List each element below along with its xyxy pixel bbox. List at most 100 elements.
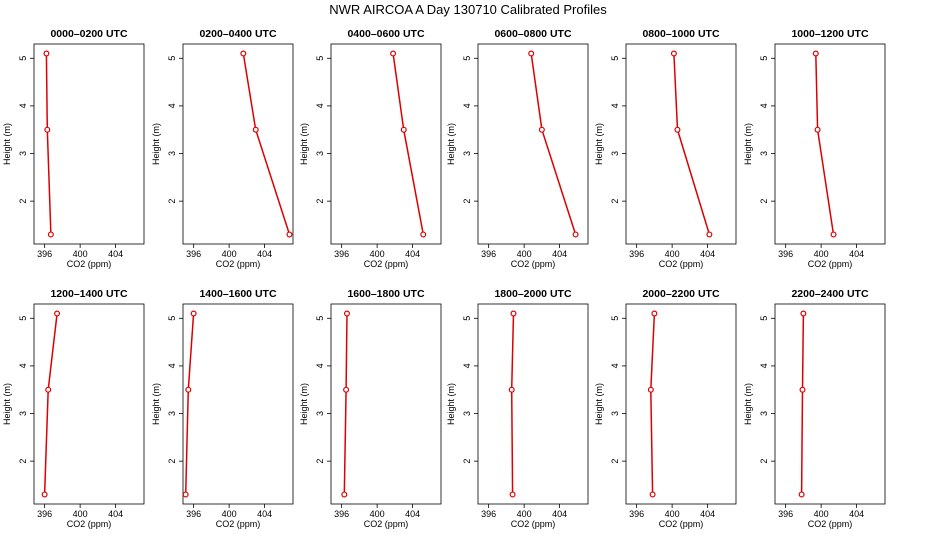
panel-title: 0200–0400 UTC bbox=[199, 28, 276, 40]
series-line bbox=[815, 53, 835, 235]
profile-panel: 2000–2200 UTC 396 400 404 2 3 4 5 CO2 (ppm) Heigh… bbox=[594, 288, 737, 529]
x-tick-label: 400 bbox=[814, 249, 829, 259]
data-point bbox=[45, 386, 52, 393]
y-tick-label: 3 bbox=[610, 411, 620, 416]
data-point bbox=[814, 126, 821, 133]
y-axis-label: Height (m) bbox=[299, 383, 309, 425]
x-tick-label: 396 bbox=[186, 509, 201, 519]
y-tick-label: 3 bbox=[167, 151, 177, 156]
data-point bbox=[54, 310, 61, 317]
profile-panel: 1000–1200 UTC 396 400 404 2 3 4 5 CO2 (ppm) Heigh… bbox=[743, 28, 886, 269]
profile-panel: 0400–0600 UTC 396 400 404 2 3 4 5 CO2 (ppm) Heigh… bbox=[299, 28, 442, 269]
x-tick-label: 396 bbox=[629, 509, 644, 519]
y-axis-label: Height (m) bbox=[594, 123, 604, 165]
data-point bbox=[812, 50, 819, 57]
x-axis-label: CO2 (ppm) bbox=[659, 519, 704, 529]
plot-frame bbox=[182, 43, 294, 245]
y-tick-label: 5 bbox=[610, 56, 620, 61]
y-tick-label: 4 bbox=[610, 103, 620, 108]
plot-frame bbox=[625, 43, 737, 245]
x-tick-label: 400 bbox=[222, 249, 237, 259]
x-tick-label: 404 bbox=[849, 509, 864, 519]
data-point bbox=[41, 491, 48, 498]
panel-title: 1000–1200 UTC bbox=[791, 28, 868, 40]
y-axis-label: Height (m) bbox=[151, 383, 161, 425]
x-tick-label: 404 bbox=[405, 509, 420, 519]
y-tick-label: 3 bbox=[759, 411, 769, 416]
series-line bbox=[184, 313, 195, 495]
y-axis-label: Height (m) bbox=[2, 123, 12, 165]
y-axis-label: Height (m) bbox=[446, 123, 456, 165]
y-tick-label: 5 bbox=[759, 316, 769, 321]
profile-panel: 1400–1600 UTC 396 400 404 2 3 4 5 CO2 (ppm) Heigh… bbox=[151, 288, 294, 529]
plot-frame bbox=[33, 43, 145, 245]
data-point bbox=[44, 126, 51, 133]
y-tick-label: 3 bbox=[18, 151, 28, 156]
data-point bbox=[647, 386, 654, 393]
y-tick-label: 4 bbox=[18, 103, 28, 108]
data-point bbox=[538, 126, 545, 133]
series-line bbox=[530, 53, 577, 235]
panel-title: 0600–0800 UTC bbox=[494, 28, 571, 40]
panel-title: 1200–1400 UTC bbox=[50, 288, 127, 300]
y-axis-label: Height (m) bbox=[446, 383, 456, 425]
data-point bbox=[252, 126, 259, 133]
y-tick-label: 4 bbox=[167, 103, 177, 108]
profile-panel: 2200–2400 UTC 396 400 404 2 3 4 5 CO2 (ppm) Heigh… bbox=[743, 288, 886, 529]
data-point bbox=[182, 491, 189, 498]
x-tick-label: 400 bbox=[73, 509, 88, 519]
x-tick-label: 404 bbox=[405, 249, 420, 259]
data-point bbox=[800, 310, 807, 317]
x-axis-label: CO2 (ppm) bbox=[511, 519, 556, 529]
y-axis-label: Height (m) bbox=[2, 383, 12, 425]
data-point bbox=[240, 50, 247, 57]
data-point bbox=[510, 310, 517, 317]
y-tick-label: 3 bbox=[610, 151, 620, 156]
x-tick-label: 400 bbox=[73, 249, 88, 259]
y-tick-label: 4 bbox=[462, 363, 472, 368]
data-point bbox=[674, 126, 681, 133]
panel-title: 2200–2400 UTC bbox=[791, 288, 868, 300]
y-tick-label: 2 bbox=[167, 459, 177, 464]
data-point bbox=[343, 386, 350, 393]
y-tick-label: 4 bbox=[610, 363, 620, 368]
x-axis-label: CO2 (ppm) bbox=[67, 259, 112, 269]
x-axis-label: CO2 (ppm) bbox=[808, 259, 853, 269]
x-tick-label: 400 bbox=[370, 509, 385, 519]
data-point bbox=[343, 310, 350, 317]
y-tick-label: 2 bbox=[610, 459, 620, 464]
plot-frame bbox=[625, 303, 737, 505]
plot-frame bbox=[774, 303, 886, 505]
series-line bbox=[800, 313, 805, 495]
y-tick-label: 4 bbox=[759, 103, 769, 108]
y-tick-label: 2 bbox=[759, 199, 769, 204]
figure-title: NWR AIRCOA A Day 130710 Calibrated Profi… bbox=[329, 2, 607, 17]
profile-panel: 0600–0800 UTC 396 400 404 2 3 4 5 CO2 (ppm) Heigh… bbox=[446, 28, 589, 269]
x-tick-label: 404 bbox=[108, 249, 123, 259]
x-tick-label: 396 bbox=[481, 249, 496, 259]
data-point bbox=[400, 126, 407, 133]
series-line bbox=[43, 313, 58, 495]
series-line bbox=[392, 53, 425, 235]
x-tick-label: 400 bbox=[665, 249, 680, 259]
data-point bbox=[798, 491, 805, 498]
y-tick-label: 3 bbox=[167, 411, 177, 416]
y-tick-label: 5 bbox=[315, 316, 325, 321]
x-axis-label: CO2 (ppm) bbox=[808, 519, 853, 529]
y-tick-label: 3 bbox=[315, 151, 325, 156]
x-tick-label: 400 bbox=[222, 509, 237, 519]
plot-frame bbox=[33, 303, 145, 505]
panel-title: 1400–1600 UTC bbox=[199, 288, 276, 300]
profile-panel: 1800–2000 UTC 396 400 404 2 3 4 5 CO2 (ppm) Heigh… bbox=[446, 288, 589, 529]
y-tick-label: 2 bbox=[18, 199, 28, 204]
x-axis-label: CO2 (ppm) bbox=[216, 259, 261, 269]
profile-panel: 0200–0400 UTC 396 400 404 2 3 4 5 CO2 (ppm) Heigh… bbox=[151, 28, 294, 269]
data-point bbox=[190, 310, 197, 317]
y-tick-label: 5 bbox=[610, 316, 620, 321]
plot-frame bbox=[330, 303, 442, 505]
plot-frame bbox=[774, 43, 886, 245]
data-point bbox=[572, 231, 579, 238]
x-tick-label: 404 bbox=[700, 509, 715, 519]
data-point bbox=[670, 50, 677, 57]
